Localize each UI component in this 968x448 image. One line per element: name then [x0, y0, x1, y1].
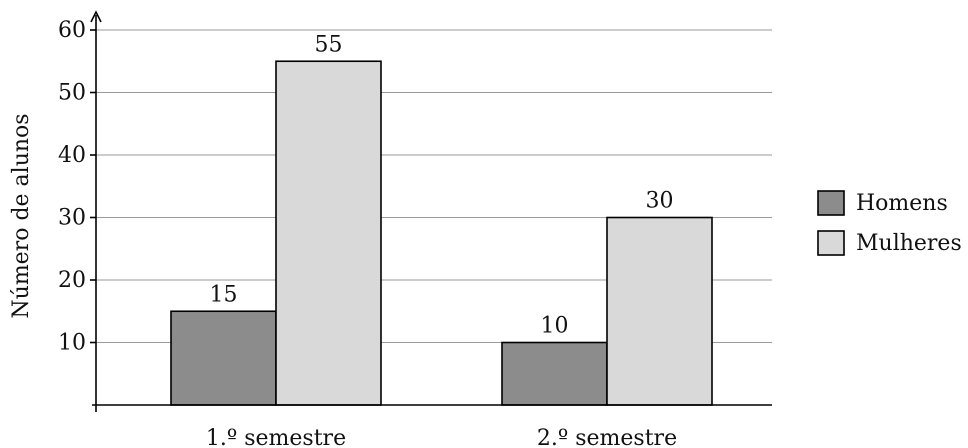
data-label: 55 [315, 32, 343, 57]
y-axis-title: Número de alunos [9, 113, 34, 318]
legend-label: Homens [856, 191, 948, 216]
y-tick-label: 40 [58, 143, 86, 168]
data-label: 15 [210, 282, 238, 307]
bars [170, 60, 713, 406]
y-axis-arrow-icon [90, 10, 102, 23]
category-label: 2.º semestre [537, 426, 677, 448]
legend-swatch [817, 230, 845, 256]
legend: Homens Mulheres [817, 190, 962, 256]
y-tick-label: 10 [58, 331, 86, 356]
y-tick-labels: 10 20 30 40 50 60 [58, 18, 96, 356]
category-label: 1.º semestre [206, 426, 346, 448]
legend-label: Mulheres [856, 231, 962, 256]
bar-homens-1 [170, 310, 277, 406]
y-tick-label: 30 [58, 206, 86, 231]
bar-mulheres-1 [275, 60, 382, 406]
legend-swatch [817, 190, 845, 216]
data-label: 30 [646, 189, 674, 214]
y-tick-label: 60 [58, 18, 86, 43]
data-labels: 15 55 10 30 [210, 32, 674, 338]
bar-mulheres-2 [606, 216, 713, 406]
y-tick-label: 20 [58, 268, 86, 293]
axes [90, 10, 772, 412]
bar-homens-2 [501, 341, 608, 406]
y-tick-label: 50 [58, 81, 86, 106]
category-labels: 1.º semestre 2.º semestre [206, 426, 677, 448]
data-label: 10 [541, 314, 569, 339]
